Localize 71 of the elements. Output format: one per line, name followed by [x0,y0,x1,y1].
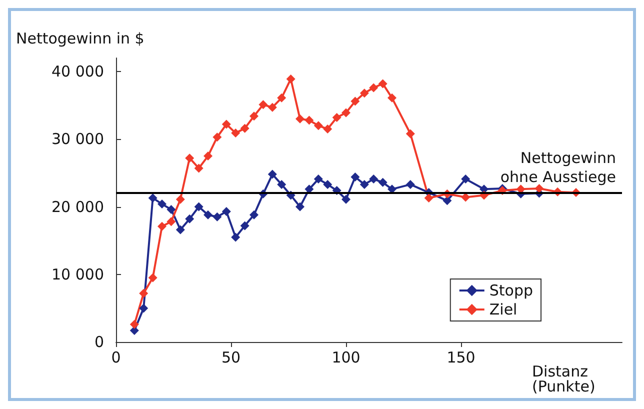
point [240,221,250,230]
point [222,206,231,216]
point [406,129,415,138]
point [369,83,378,92]
point [204,152,212,161]
point [378,79,388,88]
point [286,74,296,84]
point [222,120,231,129]
y-tick-label: 10 000 [52,265,104,284]
point [360,88,369,98]
point [250,210,258,220]
point [148,193,158,202]
point [212,132,222,142]
y-tick-label: 20 000 [52,198,104,216]
x-tick-label: 0 [111,348,121,366]
point [130,320,139,329]
y-axis-title: Nettogewinn in $ [16,30,144,48]
point [240,124,250,133]
point [378,178,388,187]
point [296,202,304,212]
point [204,210,212,220]
point [314,174,323,184]
point [231,232,240,242]
point [194,202,204,212]
point [342,194,350,204]
x-tick-label: 50 [221,348,241,366]
point [139,304,148,313]
point [185,214,194,224]
point [304,116,314,125]
point [185,154,194,163]
point [369,174,378,184]
point [231,128,240,138]
point [166,204,176,214]
point [158,222,166,231]
point [406,180,415,189]
point [250,112,258,121]
point [176,194,185,204]
y-tick-label: 40 000 [52,62,104,81]
point [424,193,434,202]
legend-label: Ziel [489,300,518,318]
point [194,164,204,173]
point [258,100,268,110]
x-tick-label: 100 [332,348,360,366]
point [176,225,185,234]
y-tick-label: 0 [94,333,104,351]
point [212,212,222,222]
point [268,170,277,179]
point [461,174,470,184]
point [314,121,323,130]
x-tick-label: 150 [446,348,476,366]
x-axis-title: Distanz (Punkte) [532,362,596,396]
point [277,93,286,102]
point [148,273,158,282]
y-tick-label: 30 000 [52,130,104,148]
point [332,113,342,122]
point [277,180,286,189]
point [323,124,332,134]
ref-line-label: Nettogewinn ohne Ausstiege [500,149,616,186]
point [323,180,332,189]
point [350,172,360,182]
point [296,114,304,124]
point [268,102,277,112]
point [360,180,369,189]
point [442,196,452,206]
point [166,217,176,226]
point [139,288,148,298]
point [388,93,396,102]
point [342,108,350,118]
legend-label: Stopp [489,282,533,300]
point [350,96,360,106]
point [158,200,166,209]
